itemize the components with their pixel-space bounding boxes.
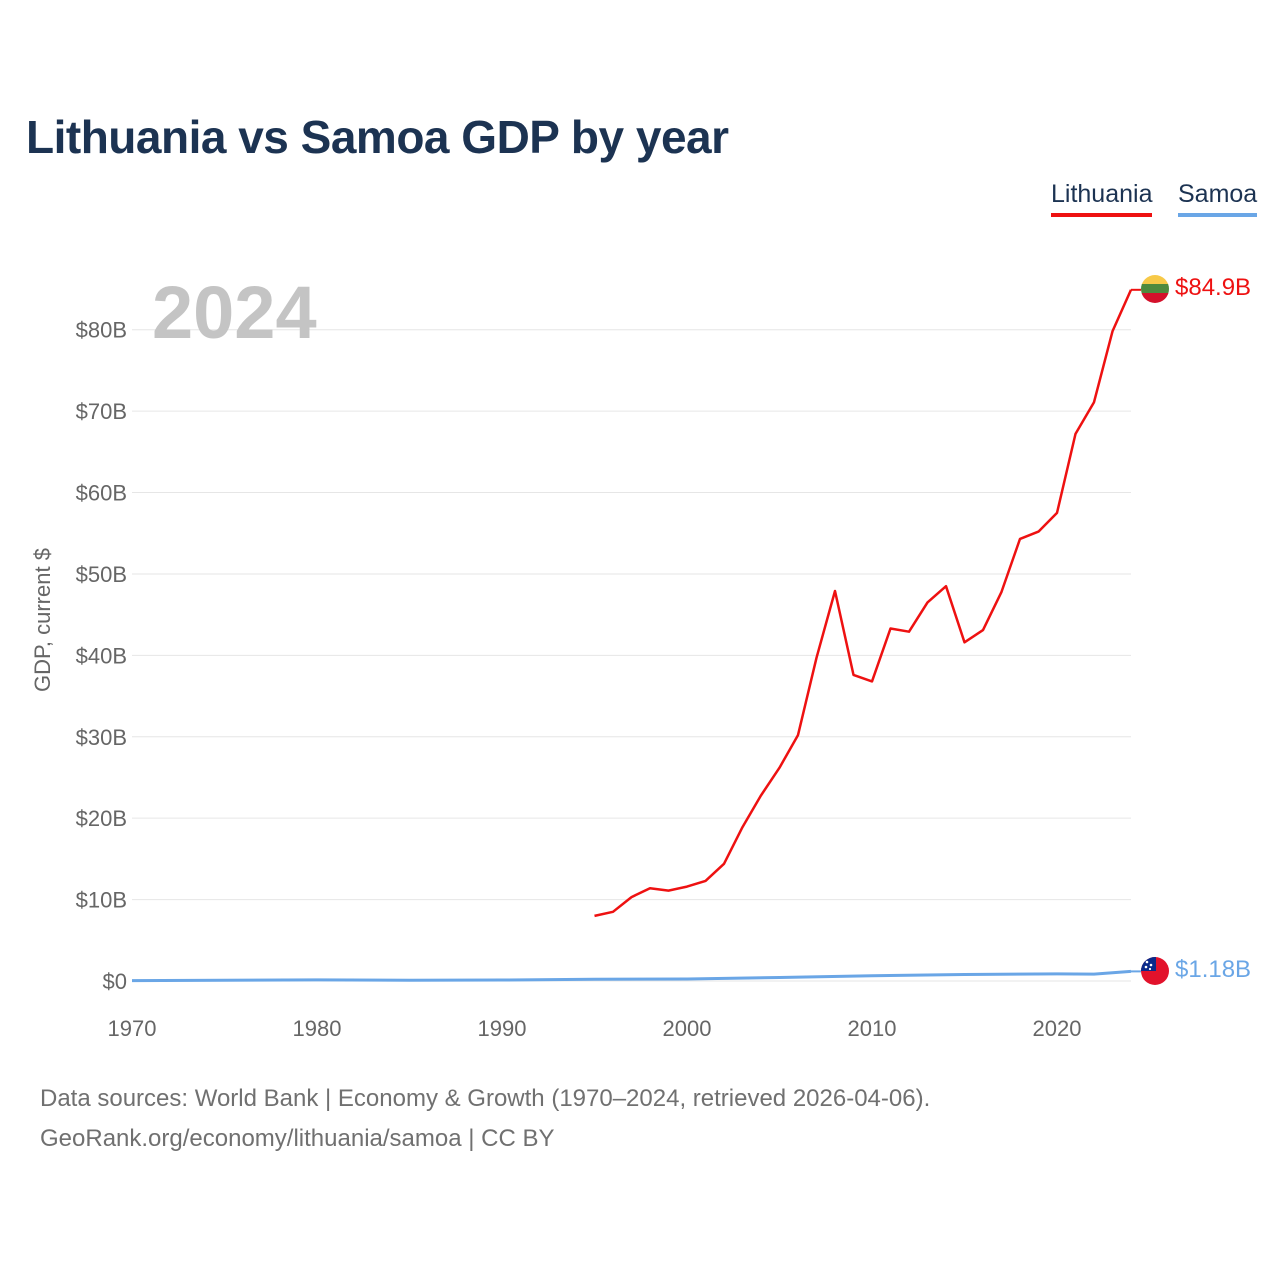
legend-item-lithuania[interactable]: Lithuania bbox=[1051, 180, 1153, 217]
y-tick-label: $40B bbox=[76, 643, 127, 668]
x-tick-label: 1990 bbox=[478, 1016, 527, 1041]
y-tick-label: $60B bbox=[76, 481, 127, 506]
lithuania-flag-icon bbox=[1141, 275, 1169, 303]
x-tick-label: 2010 bbox=[848, 1016, 897, 1041]
samoa-series-line bbox=[131, 969, 1132, 983]
y-axis-label: GDP, current $ bbox=[30, 548, 55, 692]
source-line-data: Data sources: World Bank | Economy & Gro… bbox=[40, 1085, 931, 1112]
lithuania-end-value-label: $84.9B bbox=[1175, 274, 1251, 301]
y-tick-label: $20B bbox=[76, 806, 127, 831]
y-tick-label: $0 bbox=[103, 969, 127, 994]
legend-item-samoa[interactable]: Samoa bbox=[1178, 180, 1258, 217]
lithuania-series-line bbox=[594, 289, 1133, 918]
y-tick-label: $50B bbox=[76, 562, 127, 587]
x-tick-label: 1970 bbox=[108, 1016, 157, 1041]
x-tick-label: 2020 bbox=[1033, 1016, 1082, 1041]
y-tick-label: $10B bbox=[76, 888, 127, 913]
year-watermark: 2024 bbox=[152, 271, 317, 354]
y-tick-label: $70B bbox=[76, 399, 127, 424]
source-line-link[interactable]: GeoRank.org/economy/lithuania/samoa | CC… bbox=[40, 1125, 555, 1152]
x-tick-label: 2000 bbox=[663, 1016, 712, 1041]
y-tick-label: $30B bbox=[76, 725, 127, 750]
samoa-end-value-label: $1.18B bbox=[1175, 956, 1251, 983]
samoa-flag-icon bbox=[1141, 957, 1169, 985]
x-tick-label: 1980 bbox=[293, 1016, 342, 1041]
y-tick-label: $80B bbox=[76, 318, 127, 343]
chart-title: Lithuania vs Samoa GDP by year bbox=[26, 111, 729, 163]
